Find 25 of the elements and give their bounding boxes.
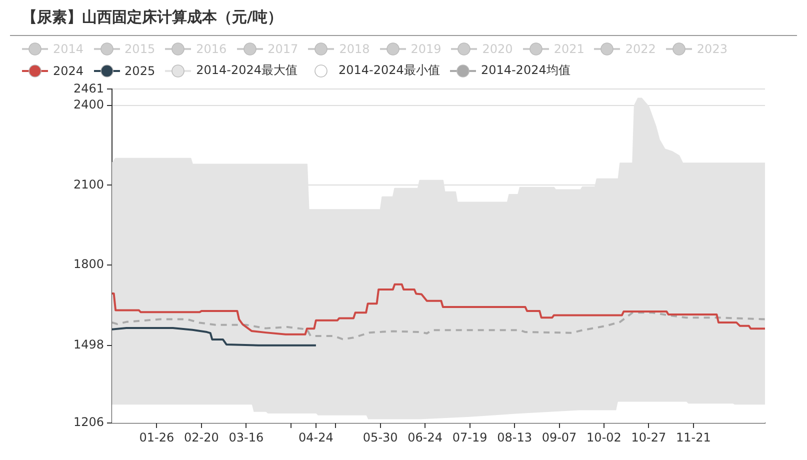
x-tick-label: 04-24 <box>298 430 334 444</box>
x-tick-label: 09-07 <box>542 430 577 444</box>
legend-label: 2014-2024均值 <box>480 62 570 79</box>
x-tick-label: 07-19 <box>452 430 488 444</box>
y-tick-label: 2461 <box>73 81 104 96</box>
x-tick-label: 05-30 <box>362 430 398 444</box>
y-tick-label: 1206 <box>73 415 104 430</box>
x-tick-label: 10-27 <box>631 430 666 444</box>
legend-label: 2024 <box>53 64 84 78</box>
x-tick-label: 02-20 <box>184 430 219 444</box>
x-tick-label: 01-26 <box>139 430 174 444</box>
legend-label: 2014-2024最小值 <box>338 62 440 79</box>
legend-label: 2014-2024最大值 <box>196 62 298 79</box>
y-tick-label: 1498 <box>73 337 104 352</box>
y-tick-label: 2400 <box>73 98 104 112</box>
line-series <box>112 312 765 340</box>
x-tick-label: 06-24 <box>408 430 443 444</box>
y-tick-label: 1800 <box>73 257 104 272</box>
x-tick-label: 10-02 <box>586 430 622 444</box>
y-tick-label: 2100 <box>73 177 104 192</box>
x-tick-label: 11-21 <box>676 430 711 444</box>
chart-title: 【尿素】山西固定床计算成本（元/吨） <box>10 0 797 36</box>
legend-label: 2025 <box>124 64 156 78</box>
x-tick-label: 03-16 <box>228 430 264 444</box>
x-tick-label: 08-13 <box>497 430 532 444</box>
